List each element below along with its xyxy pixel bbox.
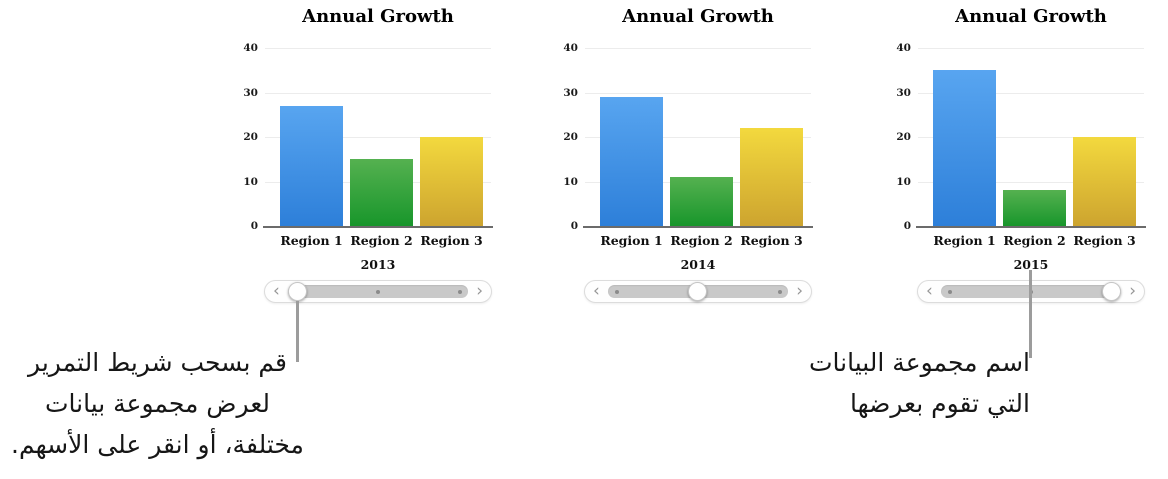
x-axis-labels: Region 1 Region 2 Region 3 bbox=[585, 233, 811, 249]
slider-next-button[interactable]: › bbox=[476, 281, 483, 302]
plot-area bbox=[583, 48, 813, 228]
x-axis-labels: Region 1 Region 2 Region 3 bbox=[265, 233, 491, 249]
dataset-slider: ‹ › bbox=[584, 280, 812, 303]
gridline bbox=[585, 48, 811, 49]
x-category-label: Region 2 bbox=[670, 233, 733, 248]
annotation-dataset-name: اسم مجموعة البيانات التي تقوم بعرضها bbox=[748, 342, 1030, 424]
gridline bbox=[918, 93, 1144, 94]
y-tick-label: 20 bbox=[243, 131, 258, 143]
chevron-right-icon: › bbox=[476, 281, 483, 301]
chart-year-label: 2013 bbox=[360, 257, 396, 272]
slider-stop-dot bbox=[778, 289, 782, 294]
slider-stop-dot bbox=[458, 289, 462, 294]
slider-thumb[interactable] bbox=[688, 282, 707, 301]
gridline bbox=[918, 137, 1144, 138]
chart-year-label: 2015 bbox=[1013, 257, 1049, 272]
x-axis-line bbox=[263, 226, 493, 228]
slider-thumb[interactable] bbox=[1102, 282, 1121, 301]
gridline bbox=[585, 137, 811, 138]
chart-title: Annual Growth bbox=[622, 6, 774, 27]
x-category-label: Region 2 bbox=[350, 233, 413, 248]
x-category-label: Region 3 bbox=[1073, 233, 1136, 248]
slider-stop-dot bbox=[376, 289, 380, 294]
x-axis-line bbox=[583, 226, 813, 228]
gridline bbox=[918, 182, 1144, 183]
annual-growth-chart-2014: Annual Growth 0 10 20 30 40 Region 1 Region 2… bbox=[558, 0, 822, 312]
y-axis: 0 10 20 30 40 bbox=[558, 42, 580, 232]
y-tick-label: 20 bbox=[896, 131, 911, 143]
chevron-left-icon: ‹ bbox=[926, 281, 933, 301]
x-category-label: Region 1 bbox=[600, 233, 663, 248]
y-tick-label: 20 bbox=[563, 131, 578, 143]
dataset-slider: ‹ › bbox=[264, 280, 492, 303]
chart-title: Annual Growth bbox=[955, 6, 1107, 27]
slider-next-button[interactable]: › bbox=[1129, 281, 1136, 302]
slider-thumb[interactable] bbox=[288, 282, 307, 301]
y-tick-label: 30 bbox=[243, 87, 258, 99]
y-tick-label: 40 bbox=[563, 42, 578, 54]
y-tick-label: 10 bbox=[563, 176, 578, 188]
plot-area bbox=[263, 48, 493, 228]
y-tick-label: 10 bbox=[243, 176, 258, 188]
y-tick-label: 10 bbox=[896, 176, 911, 188]
slider-prev-button[interactable]: ‹ bbox=[593, 281, 600, 302]
bar-region-3 bbox=[740, 128, 803, 226]
bar-region-1 bbox=[280, 106, 343, 226]
bar-region-1 bbox=[933, 70, 996, 226]
chart-year-label: 2014 bbox=[680, 257, 716, 272]
slider-next-button[interactable]: › bbox=[796, 281, 803, 302]
y-tick-label: 0 bbox=[250, 220, 258, 232]
chart-title: Annual Growth bbox=[302, 6, 454, 27]
chevron-left-icon: ‹ bbox=[273, 281, 280, 301]
slider-stop-dot bbox=[948, 289, 952, 294]
x-axis-line bbox=[916, 226, 1146, 228]
gridline bbox=[918, 48, 1144, 49]
x-category-label: Region 3 bbox=[420, 233, 483, 248]
bar-region-3 bbox=[420, 137, 483, 226]
annotation-line: التي تقوم بعرضها bbox=[849, 389, 1030, 418]
callout-line-left bbox=[296, 301, 299, 362]
y-tick-label: 40 bbox=[896, 42, 911, 54]
bar-region-3 bbox=[1073, 137, 1136, 226]
gridline bbox=[265, 137, 491, 138]
annual-growth-chart-2013: Annual Growth 0 10 20 30 40 Region 1 Region 2… bbox=[238, 0, 502, 312]
bar-region-2 bbox=[350, 159, 413, 226]
gridline bbox=[265, 93, 491, 94]
annotation-line: لعرض مجموعة بيانات bbox=[44, 389, 271, 418]
gridline bbox=[585, 93, 811, 94]
annotation-line: مختلفة، أو انقر على الأسهم. bbox=[11, 430, 304, 459]
slider-prev-button[interactable]: ‹ bbox=[273, 281, 280, 302]
y-axis: 0 10 20 30 40 bbox=[891, 42, 913, 232]
y-tick-label: 30 bbox=[896, 87, 911, 99]
annual-growth-chart-2015: Annual Growth 0 10 20 30 40 Region 1 Region 2… bbox=[891, 0, 1155, 312]
x-category-label: Region 3 bbox=[740, 233, 803, 248]
annotation-line: اسم مجموعة البيانات bbox=[808, 348, 1030, 377]
callout-line-right bbox=[1029, 270, 1032, 358]
chevron-right-icon: › bbox=[796, 281, 803, 301]
bar-region-2 bbox=[1003, 190, 1066, 226]
bar-region-2 bbox=[670, 177, 733, 226]
slider-stop-dot bbox=[615, 289, 619, 294]
x-category-label: Region 2 bbox=[1003, 233, 1066, 248]
x-axis-labels: Region 1 Region 2 Region 3 bbox=[918, 233, 1144, 249]
chevron-left-icon: ‹ bbox=[593, 281, 600, 301]
gridline bbox=[265, 48, 491, 49]
y-axis: 0 10 20 30 40 bbox=[238, 42, 260, 232]
annotation-drag-slider: قم بسحب شريط التمرير لعرض مجموعة بيانات … bbox=[0, 342, 315, 465]
y-tick-label: 0 bbox=[570, 220, 578, 232]
annotation-line: قم بسحب شريط التمرير bbox=[28, 348, 287, 377]
bar-region-1 bbox=[600, 97, 663, 226]
y-tick-label: 0 bbox=[903, 220, 911, 232]
x-category-label: Region 1 bbox=[280, 233, 343, 248]
y-tick-label: 30 bbox=[563, 87, 578, 99]
plot-area bbox=[916, 48, 1146, 228]
x-category-label: Region 1 bbox=[933, 233, 996, 248]
chevron-right-icon: › bbox=[1129, 281, 1136, 301]
slider-prev-button[interactable]: ‹ bbox=[926, 281, 933, 302]
y-tick-label: 40 bbox=[243, 42, 258, 54]
